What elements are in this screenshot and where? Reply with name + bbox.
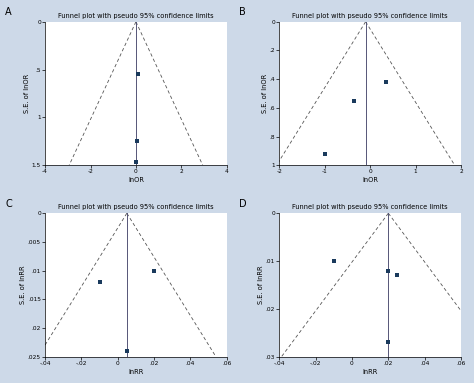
X-axis label: lnOR: lnOR (362, 177, 378, 183)
X-axis label: lnOR: lnOR (128, 177, 144, 183)
Text: D: D (239, 199, 247, 209)
Title: Funnel plot with pseudo 95% confidence limits: Funnel plot with pseudo 95% confidence l… (292, 204, 448, 210)
Text: A: A (5, 7, 12, 17)
Y-axis label: S.E. of lnOR: S.E. of lnOR (262, 74, 268, 113)
X-axis label: lnRR: lnRR (128, 369, 144, 375)
Y-axis label: S.E. of lnOR: S.E. of lnOR (24, 74, 30, 113)
X-axis label: lnRR: lnRR (363, 369, 378, 375)
Text: B: B (239, 7, 246, 17)
Y-axis label: S.E. of lnRR: S.E. of lnRR (258, 266, 264, 304)
Title: Funnel plot with pseudo 95% confidence limits: Funnel plot with pseudo 95% confidence l… (58, 204, 214, 210)
Title: Funnel plot with pseudo 95% confidence limits: Funnel plot with pseudo 95% confidence l… (58, 13, 214, 18)
Y-axis label: S.E. of lnRR: S.E. of lnRR (20, 266, 27, 304)
Text: C: C (5, 199, 12, 209)
Title: Funnel plot with pseudo 95% confidence limits: Funnel plot with pseudo 95% confidence l… (292, 13, 448, 18)
